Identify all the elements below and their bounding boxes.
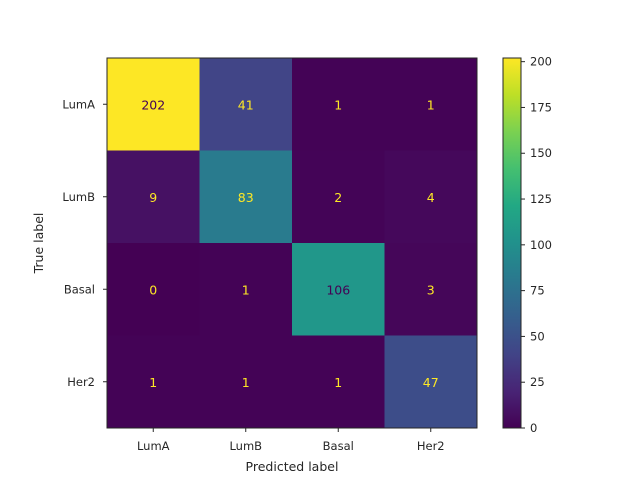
colorbar-tick-label: 175 bbox=[530, 100, 552, 114]
colorbar-tick-label: 100 bbox=[530, 238, 552, 252]
x-tick-label: Basal bbox=[323, 439, 354, 453]
heatmap-cell bbox=[107, 243, 200, 336]
y-axis-label: True label bbox=[31, 213, 46, 275]
heatmap-cell bbox=[199, 58, 293, 151]
x-axis-ticks: LumA LumB Basal Her2 bbox=[137, 428, 445, 453]
cell-value-label: 3 bbox=[427, 282, 435, 297]
y-tick-label: Basal bbox=[64, 282, 95, 296]
colorbar-tick-label: 25 bbox=[530, 375, 545, 389]
colorbar-tick-label: 50 bbox=[530, 329, 545, 343]
cell-value-label: 1 bbox=[334, 97, 342, 112]
colorbar-tick-label: 200 bbox=[530, 55, 552, 69]
heatmap-cell bbox=[384, 58, 478, 151]
cell-value-label: 1 bbox=[242, 282, 250, 297]
cell-value-label: 47 bbox=[423, 375, 439, 390]
cell-value-label: 41 bbox=[238, 97, 254, 112]
heatmap-cell bbox=[292, 58, 385, 151]
heatmap-cell bbox=[107, 58, 200, 151]
plot-frame bbox=[106, 57, 478, 429]
colorbar-tick-label: 0 bbox=[530, 421, 537, 435]
heatmap-cell bbox=[292, 150, 385, 244]
y-tick-label: LumB bbox=[62, 190, 95, 204]
x-tick-label: LumB bbox=[229, 439, 262, 453]
colorbar-tick-label: 150 bbox=[530, 146, 552, 160]
y-tick-label: Her2 bbox=[67, 375, 95, 389]
heatmap-cell bbox=[107, 150, 200, 244]
colorbar bbox=[503, 58, 521, 428]
colorbar-ticks: 0 25 50 75 100 125 150 175 200 bbox=[521, 55, 552, 435]
cell-value-label: 1 bbox=[334, 375, 342, 390]
heatmap-cell bbox=[384, 243, 478, 336]
cell-value-label: 202 bbox=[141, 97, 165, 112]
cell-value-label: 2 bbox=[334, 190, 342, 205]
heatmap-cell bbox=[199, 150, 293, 244]
x-tick-label: Her2 bbox=[417, 439, 445, 453]
x-axis-label: Predicted label bbox=[246, 459, 339, 474]
heatmap-cell bbox=[384, 150, 478, 244]
cell-value-label: 1 bbox=[427, 97, 435, 112]
cell-value-labels: 202 41 1 1 9 83 2 4 0 1 106 3 1 1 1 47 bbox=[141, 97, 438, 390]
heatmap-cell bbox=[384, 335, 478, 429]
y-tick-label: LumA bbox=[62, 97, 95, 111]
heatmap-cell bbox=[199, 243, 293, 336]
heatmap-cells bbox=[107, 58, 478, 429]
heatmap-cell bbox=[199, 335, 293, 429]
cell-value-label: 83 bbox=[238, 190, 254, 205]
colorbar-tick-label: 75 bbox=[530, 284, 545, 298]
cell-value-label: 106 bbox=[326, 282, 350, 297]
cell-value-label: 9 bbox=[149, 190, 157, 205]
heatmap-cell bbox=[107, 335, 200, 429]
cell-value-label: 1 bbox=[149, 375, 157, 390]
heatmap-cell bbox=[292, 243, 385, 336]
colorbar-tick-label: 125 bbox=[530, 192, 552, 206]
cell-value-label: 4 bbox=[427, 190, 435, 205]
y-axis-ticks: LumA LumB Basal Her2 bbox=[62, 97, 107, 389]
cell-value-label: 1 bbox=[242, 375, 250, 390]
heatmap-cell bbox=[292, 335, 385, 429]
x-tick-label: LumA bbox=[137, 439, 170, 453]
colorbar-frame bbox=[502, 57, 522, 429]
cell-value-label: 0 bbox=[149, 282, 157, 297]
